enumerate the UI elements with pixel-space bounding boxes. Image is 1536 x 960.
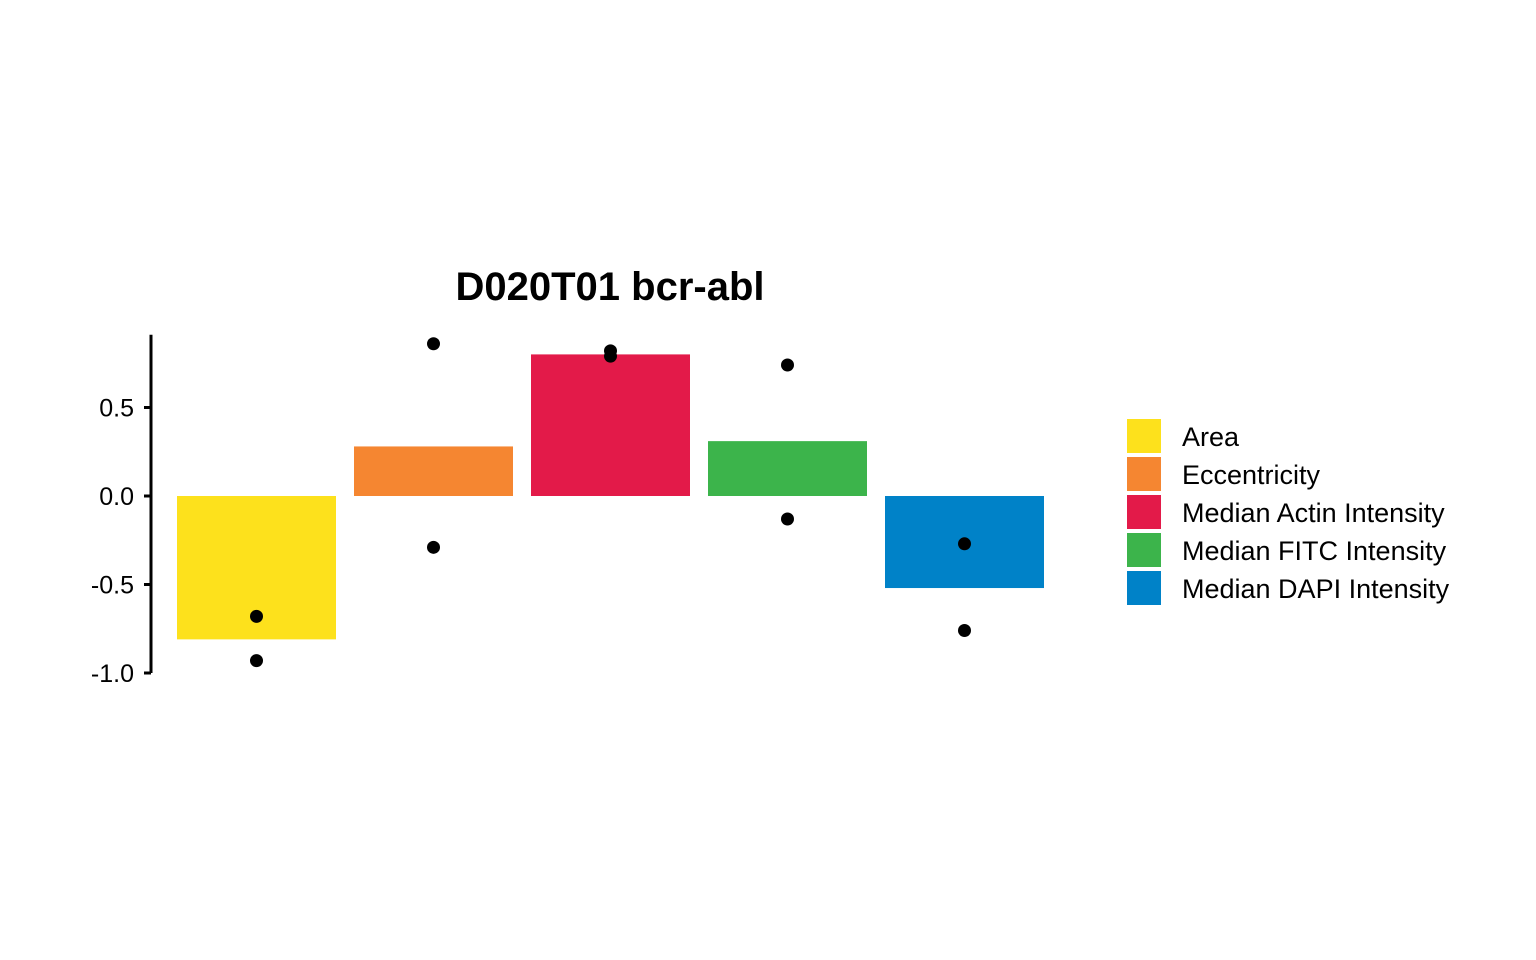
y-tick-label: 0.0 bbox=[99, 483, 134, 511]
data-point bbox=[427, 540, 440, 554]
legend-label: Area bbox=[1182, 422, 1240, 452]
bar-median-actin-intensity bbox=[531, 354, 690, 496]
legend-key bbox=[1127, 457, 1161, 491]
data-point bbox=[958, 537, 971, 551]
data-point bbox=[781, 512, 794, 526]
y-tick-label: -0.5 bbox=[91, 572, 134, 600]
data-point bbox=[250, 654, 263, 668]
points bbox=[250, 337, 971, 668]
legend-label: Median FITC Intensity bbox=[1182, 536, 1447, 566]
y-tick-label: 0.5 bbox=[99, 395, 134, 423]
legend-label: Median Actin Intensity bbox=[1182, 498, 1445, 528]
legend: Area Eccentricity Median Actin Intensity Me… bbox=[1127, 419, 1450, 605]
data-point bbox=[781, 358, 794, 372]
data-point bbox=[958, 624, 971, 638]
data-point bbox=[427, 337, 440, 351]
legend-key bbox=[1127, 571, 1161, 605]
bars bbox=[177, 354, 1044, 640]
legend-key bbox=[1127, 533, 1161, 567]
legend-label: Eccentricity bbox=[1182, 460, 1321, 490]
legend-label: Median DAPI Intensity bbox=[1182, 574, 1450, 604]
y-axis: 0.5 0.0 -0.5 -1.0 bbox=[91, 334, 153, 688]
data-point bbox=[604, 349, 617, 363]
bar-median-fitc-intensity bbox=[708, 441, 867, 496]
y-tick-label: -1.0 bbox=[91, 660, 134, 688]
legend-key bbox=[1127, 495, 1161, 529]
data-point bbox=[250, 609, 263, 623]
legend-key bbox=[1127, 419, 1161, 453]
chart-title: D020T01 bcr-abl bbox=[455, 265, 764, 309]
bar-eccentricity bbox=[354, 446, 513, 496]
